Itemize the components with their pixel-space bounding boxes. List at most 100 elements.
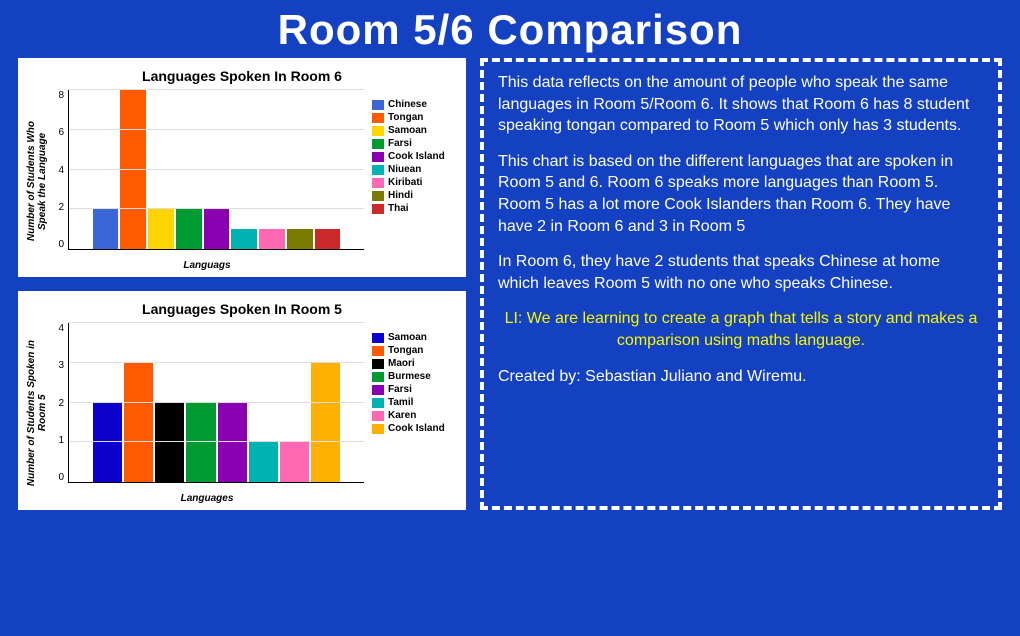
legend-swatch: [372, 152, 384, 162]
legend-item: Samoan: [372, 333, 460, 343]
legend-swatch: [372, 346, 384, 356]
grid-line: [69, 169, 364, 170]
grid-line: [69, 402, 364, 403]
legend-swatch: [372, 398, 384, 408]
legend-item: Kiribati: [372, 178, 460, 188]
bar: [280, 442, 309, 482]
bar: [155, 403, 184, 483]
grid-line: [69, 89, 364, 90]
chart1-plot: [68, 90, 364, 250]
bar: [186, 403, 215, 483]
legend-label: Karen: [388, 411, 416, 421]
ytick: 4: [58, 323, 64, 334]
legend-item: Niuean: [372, 165, 460, 175]
legend-swatch: [372, 139, 384, 149]
legend-label: Thai: [388, 204, 409, 214]
legend-swatch: [372, 178, 384, 188]
ytick: 8: [58, 90, 64, 101]
legend-swatch: [372, 411, 384, 421]
legend-label: Tamil: [388, 398, 413, 408]
legend-label: Niuean: [388, 165, 421, 175]
legend-swatch: [372, 385, 384, 395]
chart1-legend: Chinese Tongan Samoan Farsi Cook Island Niuea…: [364, 100, 460, 214]
legend-label: Samoan: [388, 333, 427, 343]
credit-line: Created by: Sebastian Juliano and Wiremu…: [498, 366, 984, 388]
chart2-legend: Samoan Tongan Maori Burmese Farsi Tamil Karen C…: [364, 333, 460, 434]
legend-item: Farsi: [372, 139, 460, 149]
bar: [218, 403, 247, 483]
bar: [124, 363, 153, 482]
legend-label: Tongan: [388, 113, 423, 123]
ytick: 6: [58, 127, 64, 138]
chart1-bars: [93, 90, 341, 249]
description-panel: This data reflects on the amount of peop…: [480, 58, 1002, 510]
ytick: 2: [58, 202, 64, 213]
grid-line: [69, 362, 364, 363]
legend-swatch: [372, 424, 384, 434]
legend-swatch: [372, 113, 384, 123]
ytick: 2: [58, 398, 64, 409]
legend-label: Tongan: [388, 346, 423, 356]
legend-swatch: [372, 204, 384, 214]
bar: [311, 363, 340, 482]
bar: [204, 209, 230, 249]
page-title: Room 5/6 Comparison: [0, 0, 1020, 58]
legend-swatch: [372, 359, 384, 369]
ytick: 0: [58, 472, 64, 483]
legend-item: Cook Island: [372, 424, 460, 434]
legend-item: Thai: [372, 204, 460, 214]
legend-item: Karen: [372, 411, 460, 421]
legend-label: Farsi: [388, 139, 412, 149]
ytick: 0: [58, 239, 64, 250]
legend-label: Chinese: [388, 100, 427, 110]
bar: [287, 229, 313, 249]
bar: [315, 229, 341, 249]
legend-item: Chinese: [372, 100, 460, 110]
legend-swatch: [372, 191, 384, 201]
legend-swatch: [372, 100, 384, 110]
legend-swatch: [372, 333, 384, 343]
bar: [93, 403, 122, 483]
chart-room-5: Languages Spoken In Room 5 Number of Stu…: [18, 291, 466, 510]
chart-room-6: Languages Spoken In Room 6 Number of Stu…: [18, 58, 466, 277]
chart2-plot: [68, 323, 364, 483]
legend-item: Maori: [372, 359, 460, 369]
chart2-title: Languages Spoken In Room 5: [24, 301, 460, 317]
paragraph-1: This data reflects on the amount of peop…: [498, 72, 984, 137]
legend-item: Burmese: [372, 372, 460, 382]
legend-item: Farsi: [372, 385, 460, 395]
chart2-bars: [93, 323, 341, 482]
ytick: 1: [58, 435, 64, 446]
grid-line: [69, 322, 364, 323]
legend-item: Tamil: [372, 398, 460, 408]
bar: [120, 90, 146, 249]
ytick: 3: [58, 360, 64, 371]
paragraph-3: Room 5 has a lot more Cook Islanders tha…: [498, 194, 984, 237]
chart2-xlabel: Languages: [50, 493, 364, 504]
legend-label: Kiribati: [388, 178, 422, 188]
chart1-title: Languages Spoken In Room 6: [24, 68, 460, 84]
legend-swatch: [372, 372, 384, 382]
charts-column: Languages Spoken In Room 6 Number of Stu…: [18, 58, 466, 510]
chart2-ylabel: Number of Students Spoken in Room 5: [24, 340, 50, 486]
chart1-yaxis: 8 6 4 2 0: [50, 90, 68, 250]
legend-label: Farsi: [388, 385, 412, 395]
legend-item: Tongan: [372, 113, 460, 123]
grid-line: [69, 441, 364, 442]
legend-swatch: [372, 126, 384, 136]
chart1-xlabel: Languags: [50, 260, 364, 271]
legend-label: Samoan: [388, 126, 427, 136]
bar: [93, 209, 119, 249]
bar: [176, 209, 202, 249]
legend-item: Hindi: [372, 191, 460, 201]
bar: [259, 229, 285, 249]
legend-item: Cook Island: [372, 152, 460, 162]
chart1-ylabel: Number of Students Who Speak the Languag…: [24, 121, 50, 241]
learning-intention: LI: We are learning to create a graph th…: [498, 308, 984, 351]
legend-label: Maori: [388, 359, 415, 369]
legend-label: Cook Island: [388, 424, 445, 434]
legend-label: Hindi: [388, 191, 413, 201]
ytick: 4: [58, 165, 64, 176]
legend-item: Samoan: [372, 126, 460, 136]
grid-line: [69, 208, 364, 209]
